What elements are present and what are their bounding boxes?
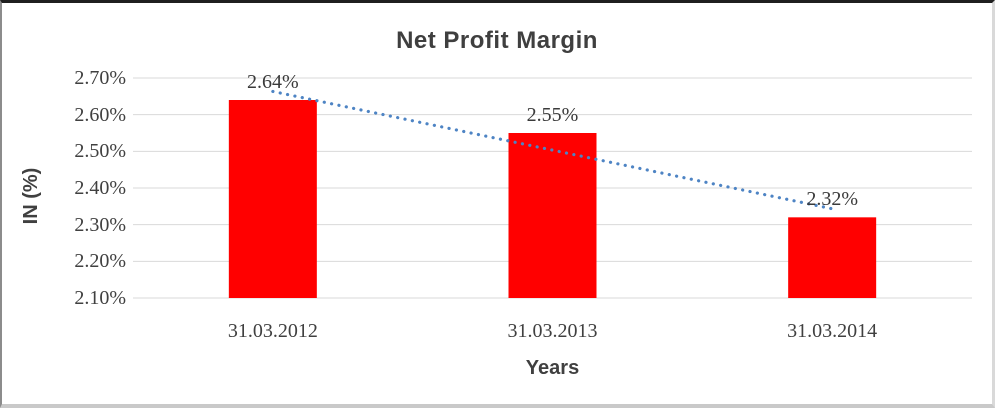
y-tick-label: 2.30% (74, 213, 126, 236)
trendline (271, 89, 834, 211)
y-tick-label: 2.60% (74, 103, 126, 126)
y-tick-label: 2.40% (74, 177, 126, 199)
y-tick-label: 2.70% (74, 67, 126, 89)
bar (788, 217, 877, 298)
bar (228, 100, 317, 298)
data-label: 2.32% (806, 188, 858, 211)
bar (508, 133, 597, 298)
x-tick-label: 31.03.2013 (507, 320, 598, 342)
x-axis-title: Years (525, 357, 580, 379)
y-tick-label: 2.10% (74, 287, 126, 309)
y-axis-title: IN (%) (20, 167, 42, 225)
y-tick-label: 2.50% (74, 140, 126, 163)
data-label: 2.64% (246, 71, 299, 93)
y-tick-label: 2.20% (74, 250, 126, 273)
data-label: 2.55% (526, 104, 579, 126)
x-tick-label: 31.03.2014 (787, 320, 878, 342)
plot-area (133, 77, 972, 299)
chart-title: Net Profit Margin (396, 27, 598, 54)
x-tick-label: 31.03.2012 (227, 320, 318, 342)
